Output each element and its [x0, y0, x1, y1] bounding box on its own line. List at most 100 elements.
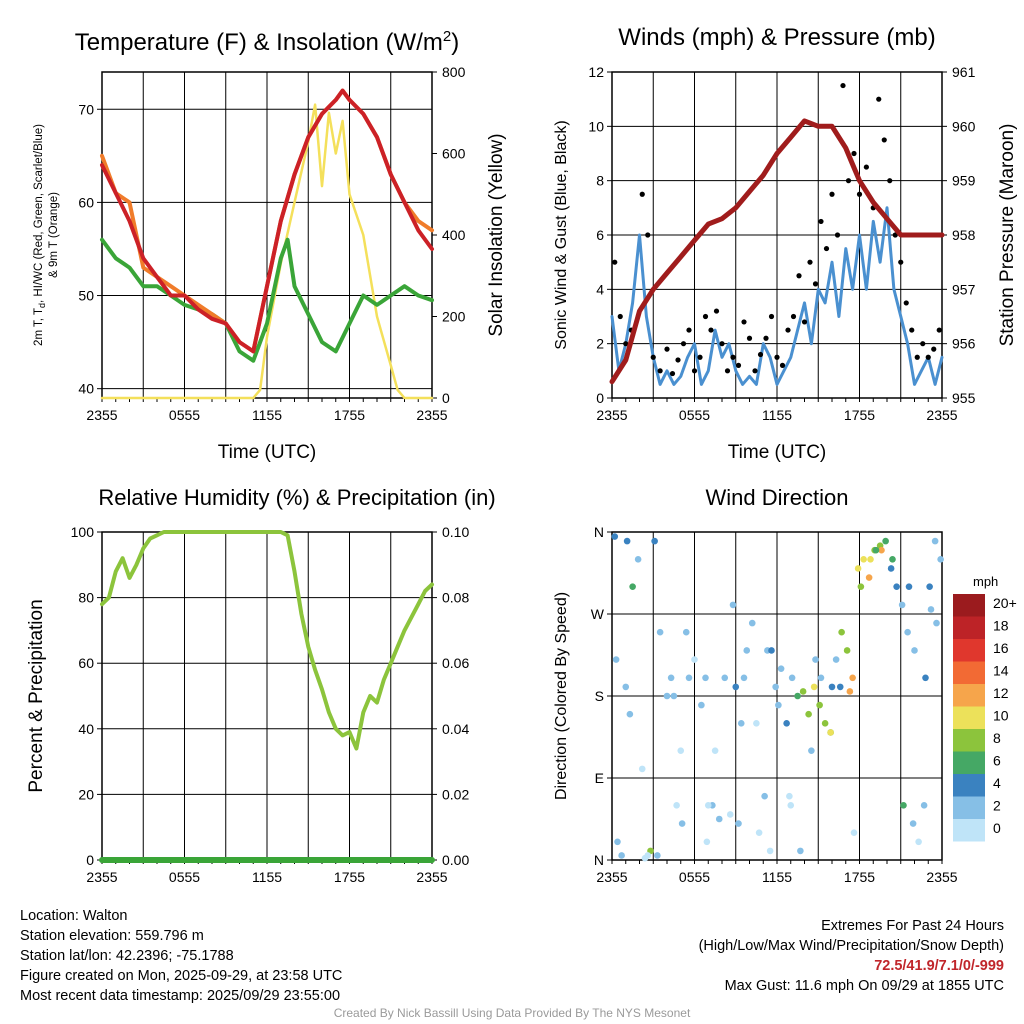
direction-point [838, 628, 845, 636]
y-right-tick-label: 0.00 [442, 852, 469, 868]
direction-point [817, 674, 825, 682]
colorbar-swatch [953, 796, 985, 819]
y-right-tick-label: 956 [952, 336, 976, 352]
series-line-station-pressure [609, 118, 945, 385]
direction-point [743, 647, 751, 654]
y-tick-label: 60 [78, 655, 94, 671]
gust-point [664, 346, 670, 352]
gust-point [763, 335, 769, 341]
gust-points [612, 82, 942, 377]
direction-point [618, 852, 625, 859]
direction-point [614, 838, 621, 846]
y-tick-label: 10 [588, 118, 604, 134]
direction-point [787, 802, 795, 809]
direction-point [726, 811, 734, 818]
y-tick-label: W [591, 606, 605, 622]
recent-data-text: Most recent data timestamp: 2025/09/29 2… [20, 988, 341, 1004]
colorbar-label: 0 [993, 820, 1001, 836]
x-axis-label: Time (UTC) [728, 442, 827, 463]
direction-point [673, 802, 680, 809]
direction-point [922, 674, 929, 682]
gust-point [713, 308, 720, 314]
direction-point [703, 838, 711, 846]
direction-point [857, 583, 865, 590]
direction-point [882, 537, 889, 545]
gust-point [887, 178, 893, 184]
colorbar-swatch [953, 639, 985, 662]
gust-point [752, 368, 758, 374]
x-tick-label: 2355 [416, 407, 447, 423]
colorbar-label: 14 [993, 663, 1009, 679]
direction-point [678, 820, 686, 827]
colorbar-swatch [953, 684, 985, 707]
colorbar-swatch [953, 661, 985, 684]
max-gust-text: Max Gust: 11.6 mph On 09/29 at 1855 UTC [724, 978, 1004, 994]
gust-point [757, 351, 764, 358]
colorbar-label: 2 [993, 798, 1001, 814]
x-tick-label: 2355 [596, 869, 627, 885]
y-right-tick-label: 958 [952, 227, 976, 243]
credit-text: Created By Nick Bassill Using Data Provi… [333, 1006, 691, 1020]
gust-point [612, 259, 618, 265]
speed-colorbar: mph 20+ 18 16 14 12 10 8 6 4 2 0 [953, 574, 1017, 842]
y-tick-label: 0 [596, 390, 604, 406]
extremes-subtitle: (High/Low/Max Wind/Precipitation/Snow De… [698, 938, 1004, 954]
y-right-tick-label: 600 [442, 146, 466, 162]
latlon-text: Station lat/lon: 42.2396; -75.1788 [20, 948, 234, 964]
x-axis-label: Time (UTC) [218, 442, 317, 463]
y-right-tick-label: 960 [952, 118, 976, 134]
direction-point [654, 852, 661, 859]
colorbar-label: 18 [993, 618, 1009, 634]
x-tick-label: 0555 [169, 869, 200, 885]
series-line-solar-insolation [100, 103, 434, 400]
gust-point [903, 300, 909, 306]
direction-point [775, 701, 782, 709]
direction-point [898, 601, 906, 609]
direction-point [810, 683, 818, 691]
winds-title: Winds (mph) & Pressure (mb) [618, 24, 935, 51]
colorbar-swatch [953, 751, 985, 774]
gust-point [834, 232, 841, 238]
x-tick-label: 0555 [679, 407, 710, 423]
gust-point [741, 319, 747, 325]
gust-point [863, 164, 869, 170]
direction-point [670, 692, 678, 700]
x-tick-label: 1155 [762, 869, 792, 885]
extremes-values: 72.5/41.9/7.1/0/-999 [874, 958, 1004, 974]
y-tick-label: 2 [596, 336, 604, 352]
gust-point [936, 327, 942, 333]
x-tick-label: 1155 [252, 869, 282, 885]
gust-point [639, 191, 645, 197]
direction-point [768, 647, 775, 654]
direction-point [927, 606, 935, 613]
y-right-tick-label: 959 [952, 173, 976, 189]
direction-point [611, 533, 619, 540]
x-tick-label: 2355 [416, 869, 447, 885]
colorbar-label: 4 [993, 775, 1001, 791]
colorbar-swatch [953, 774, 985, 797]
gust-point [779, 362, 786, 368]
direction-point [849, 674, 856, 682]
x-tick-label: 0555 [679, 869, 710, 885]
direction-point [920, 802, 928, 809]
direction-point [900, 802, 907, 809]
direction-point [937, 556, 944, 563]
gust-point [898, 259, 904, 265]
y-tick-label: 70 [78, 101, 94, 117]
y-right-tick-label: 400 [442, 227, 466, 243]
x-tick-label: 1155 [252, 407, 282, 423]
colorbar-label: 6 [993, 753, 1001, 769]
direction-point [926, 583, 933, 590]
direction-point [682, 628, 690, 636]
extremes-panel: Extremes For Past 24 Hours (High/Low/Max… [699, 916, 1004, 996]
gust-point [680, 341, 687, 347]
created-text: Figure created on Mon, 2025-09-29, at 23… [20, 968, 343, 984]
direction-point [656, 628, 664, 636]
wind-direction-title: Wind Direction [705, 485, 848, 510]
colorbar-swatch [953, 729, 985, 752]
temperature-panel: Temperature (F) & Insolation (W/m2)2355 0… [33, 28, 507, 463]
gust-point [702, 313, 709, 320]
series-line-2m-t [100, 88, 434, 354]
y-axis-label: Sonic Wind & Gust (Blue, Black) [553, 120, 570, 349]
